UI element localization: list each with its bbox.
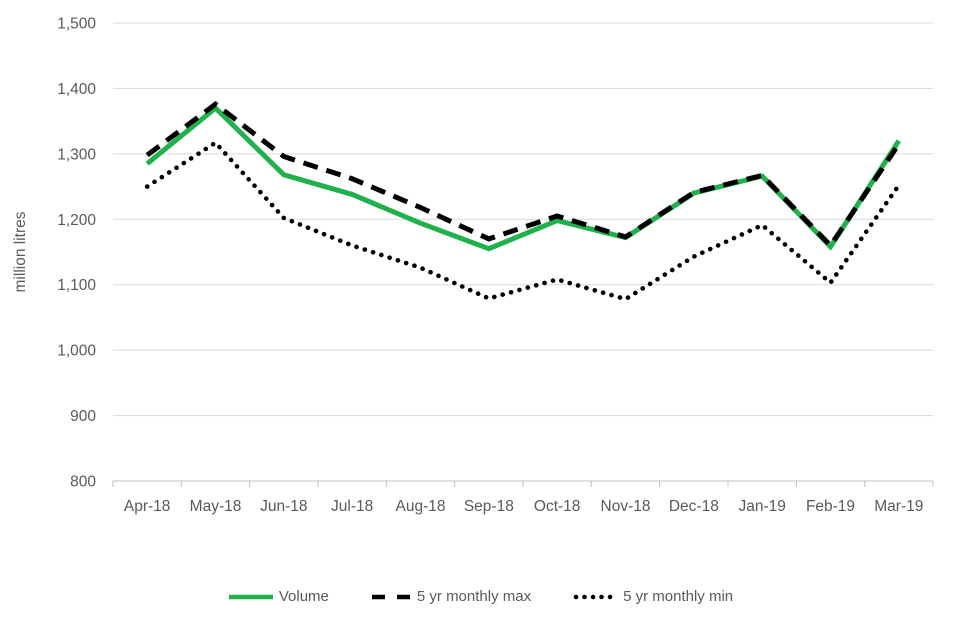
legend-label-min: 5 yr monthly min	[623, 588, 734, 605]
y-tick-label: 1,300	[57, 146, 96, 163]
x-tick-label: Aug-18	[396, 498, 446, 515]
y-tick-label: 800	[70, 474, 96, 491]
chart-canvas: 800 900 1,000 1,100 1,200 1,300 1,400 1,500 Apr-…	[57, 16, 934, 515]
x-tick-label: Jan-19	[738, 498, 785, 515]
legend-item-volume: Volume	[227, 588, 329, 605]
x-tick-label: Mar-19	[874, 498, 923, 515]
legend-item-max: 5 yr monthly max	[371, 588, 531, 605]
y-tick-label: 1,500	[57, 16, 96, 33]
max-line	[145, 100, 901, 250]
y-tick-label: 1,000	[57, 343, 96, 360]
min-line-swatch	[573, 594, 620, 599]
x-tick-label: Nov-18	[601, 498, 651, 515]
volume-line-swatch	[228, 594, 273, 599]
x-tick-label: Jun-18	[260, 498, 307, 515]
y-axis-title: million litres	[12, 211, 29, 293]
y-tick-label: 1,200	[57, 212, 96, 229]
x-tick-label: Feb-19	[806, 498, 855, 515]
x-tick-label: Apr-18	[124, 498, 171, 515]
y-tick-label: 1,400	[57, 81, 96, 98]
x-tick-label: Oct-18	[534, 498, 581, 515]
min-line	[144, 139, 902, 302]
legend-label-volume: Volume	[278, 588, 329, 605]
legend-label-max: 5 yr monthly max	[416, 588, 532, 605]
legend: Volume 5 yr monthly max 5 yr monthly min	[0, 588, 960, 605]
max-line-swatch	[371, 594, 412, 599]
y-tick-label: 1,100	[57, 277, 96, 294]
x-tick-label: Jul-18	[331, 498, 373, 515]
x-tick-label: May-18	[190, 498, 242, 515]
legend-item-min: 5 yr monthly min	[573, 588, 733, 605]
x-tick-label: Dec-18	[669, 498, 719, 515]
volume-line	[145, 104, 901, 252]
x-tick-label: Sep-18	[464, 498, 514, 515]
y-tick-label: 900	[70, 408, 96, 425]
